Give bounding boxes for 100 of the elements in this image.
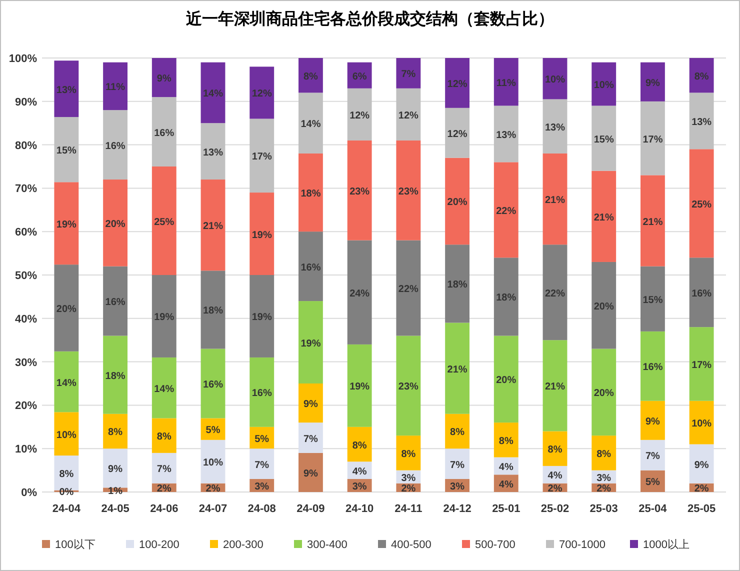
bar [103, 180, 128, 266]
data-label: 2% [401, 484, 416, 495]
y-tick-label: 90% [14, 96, 38, 108]
data-label: 17% [692, 360, 712, 371]
bar [103, 110, 128, 180]
bar [347, 426, 372, 462]
y-tick-label: 100% [8, 53, 38, 65]
bar [494, 162, 518, 258]
data-label: 7% [645, 451, 660, 462]
data-label: 8% [498, 436, 514, 447]
data-label: 4% [352, 466, 367, 478]
data-label: 3% [401, 472, 416, 484]
bar [152, 97, 176, 166]
data-label: 16% [105, 297, 126, 308]
data-label: 14% [154, 384, 174, 395]
data-label: 7% [401, 69, 416, 80]
bar [689, 58, 714, 93]
x-tick-label: 25-01 [492, 503, 520, 515]
bar [54, 351, 79, 412]
data-label: 13% [56, 84, 77, 96]
data-label: 20% [447, 197, 468, 208]
bar [152, 418, 176, 453]
bar [250, 357, 274, 427]
x-tick-label: 24-10 [346, 503, 374, 515]
bar [152, 275, 176, 358]
x-tick-label: 24-04 [52, 503, 82, 515]
bar [445, 414, 470, 449]
bar [592, 436, 616, 470]
y-tick-label: 10% [14, 444, 38, 456]
bar [542, 340, 568, 432]
bar [103, 414, 128, 449]
data-label: 2% [156, 484, 172, 495]
x-tick-label: 25-05 [688, 503, 716, 515]
data-label: 22% [544, 288, 566, 300]
data-label: 9% [645, 78, 660, 89]
data-label: 8% [352, 440, 367, 452]
legend-label: 1000以上 [643, 538, 690, 551]
bar [54, 60, 79, 118]
chart-title: 近一年深圳商品住宅各总价段成交结构（套数占比） [185, 9, 554, 28]
data-label: 3% [352, 481, 367, 492]
data-label: 17% [252, 152, 272, 163]
data-label: 10% [594, 80, 614, 92]
data-label: 2% [206, 484, 220, 495]
data-label: 12% [350, 110, 370, 122]
bar [689, 327, 714, 401]
bar [542, 431, 568, 466]
bar [689, 444, 714, 484]
bar [640, 266, 665, 332]
bar [689, 92, 714, 150]
data-label: 21% [202, 221, 224, 232]
legend-label: 400-500 [391, 539, 432, 551]
bar [396, 336, 421, 436]
bar [445, 244, 470, 323]
data-label: 11% [496, 78, 516, 89]
data-label: 22% [398, 284, 419, 296]
bar [347, 140, 372, 240]
bar [542, 153, 568, 245]
bar [592, 106, 616, 171]
x-tick-label: 24-08 [248, 503, 276, 515]
legend-label: 500-700 [475, 539, 516, 551]
data-label: 12% [447, 128, 468, 140]
data-label: 13% [544, 122, 566, 134]
data-label: 15% [642, 294, 663, 306]
legend-label: 100-200 [139, 539, 180, 551]
data-label: 14% [300, 119, 321, 130]
data-label: 8% [108, 427, 123, 438]
bar [250, 192, 274, 275]
data-label: 12% [398, 110, 419, 122]
y-tick-label: 40% [14, 313, 38, 326]
data-label: 19% [252, 230, 272, 241]
bar [152, 452, 176, 484]
bar [347, 240, 372, 344]
x-tick-label: 25-02 [540, 503, 570, 515]
bar [640, 440, 665, 470]
bar [592, 62, 616, 106]
data-label: 15% [56, 146, 77, 157]
bar [200, 270, 226, 349]
data-label: 25% [154, 216, 174, 228]
data-label: 7% [303, 434, 318, 445]
y-tick-label: 60% [14, 226, 38, 239]
data-label: 2% [548, 484, 562, 495]
bar [200, 62, 226, 124]
bar [250, 275, 274, 358]
bar [54, 182, 79, 265]
data-label: 2% [694, 484, 709, 495]
bar [396, 436, 421, 470]
data-label: 3% [450, 481, 465, 492]
bar [152, 357, 176, 418]
data-label: 13% [496, 130, 516, 141]
bar [592, 348, 616, 436]
bar [54, 412, 79, 456]
data-label: 20% [56, 304, 77, 315]
data-label: 22% [496, 206, 516, 217]
data-label: 16% [300, 262, 321, 274]
data-label: 8% [59, 468, 74, 480]
legend-label: 300-400 [307, 539, 348, 551]
data-label: 19% [154, 312, 174, 324]
data-label: 19% [350, 382, 370, 393]
data-label: 9% [645, 416, 660, 428]
data-label: 8% [548, 444, 562, 456]
